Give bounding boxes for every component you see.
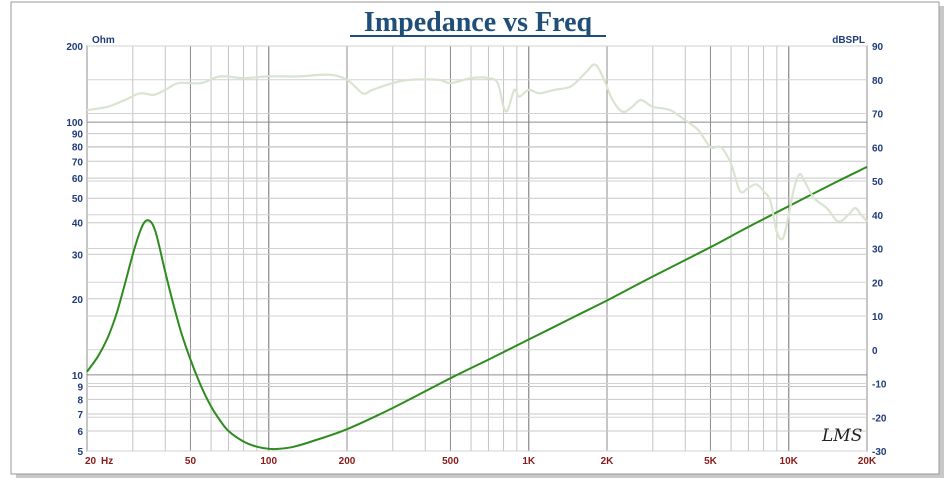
x-tick-label: 100 — [260, 456, 277, 467]
left-tick-label: 90 — [72, 130, 84, 141]
right-axis-unit: dBSPL — [832, 35, 865, 46]
right-tick-label: 90 — [872, 42, 884, 53]
right-tick-label: -20 — [872, 413, 887, 424]
right-tick-label: -30 — [872, 447, 887, 458]
left-tick-label: 100 — [66, 118, 83, 129]
left-tick-label: 8 — [77, 395, 83, 406]
right-axis: 90 80 70 60 50 40 30 20 10 0 -10 -20 -30 — [872, 42, 887, 458]
x-tick-label: 20 — [85, 456, 97, 467]
left-tick-label: 200 — [66, 42, 83, 53]
x-tick-label: 1K — [522, 456, 536, 467]
lms-logo: LMS — [821, 426, 862, 446]
right-tick-label: 70 — [872, 110, 884, 121]
left-tick-label: 30 — [72, 250, 84, 261]
left-tick-label: 7 — [77, 410, 83, 421]
left-tick-label: 50 — [72, 194, 84, 205]
x-tick-label: 500 — [442, 456, 459, 467]
left-tick-label: 6 — [77, 427, 83, 438]
impedance-line — [86, 166, 868, 451]
left-tick-label: 60 — [72, 174, 84, 185]
left-tick-label: 80 — [72, 143, 84, 154]
left-tick-label: 9 — [77, 382, 83, 393]
right-tick-label: 60 — [872, 143, 884, 154]
x-axis-unit: Hz — [101, 456, 113, 467]
x-tick-label: 50 — [185, 456, 197, 467]
left-tick-label: 10 — [72, 371, 84, 382]
right-tick-label: 40 — [872, 211, 884, 222]
x-tick-label: 200 — [339, 456, 356, 467]
left-tick-label: 5 — [77, 447, 83, 458]
x-tick-label: 20K — [858, 456, 877, 467]
left-tick-label: 20 — [72, 295, 84, 306]
left-tick-label: 70 — [72, 157, 84, 168]
right-tick-label: 50 — [872, 177, 884, 188]
right-tick-label: -10 — [872, 380, 887, 391]
x-tick-label: 10K — [780, 456, 799, 467]
right-tick-label: 30 — [872, 245, 884, 256]
chart-title: Impedance vs Freq — [364, 7, 593, 38]
right-tick-label: 10 — [872, 312, 884, 323]
x-axis: 20 50 100 200 500 1K 2K 5K 10K 20K — [85, 456, 877, 467]
x-tick-label: 5K — [704, 456, 718, 467]
left-axis-unit: Ohm — [92, 35, 115, 46]
left-tick-label: 40 — [72, 219, 84, 230]
x-tick-label: 2K — [601, 456, 615, 467]
right-tick-label: 0 — [872, 346, 878, 357]
right-tick-label: 20 — [872, 278, 884, 289]
spl-line — [86, 63, 868, 241]
grid — [86, 45, 868, 452]
series-layer — [86, 63, 868, 451]
right-tick-label: 80 — [872, 76, 884, 87]
